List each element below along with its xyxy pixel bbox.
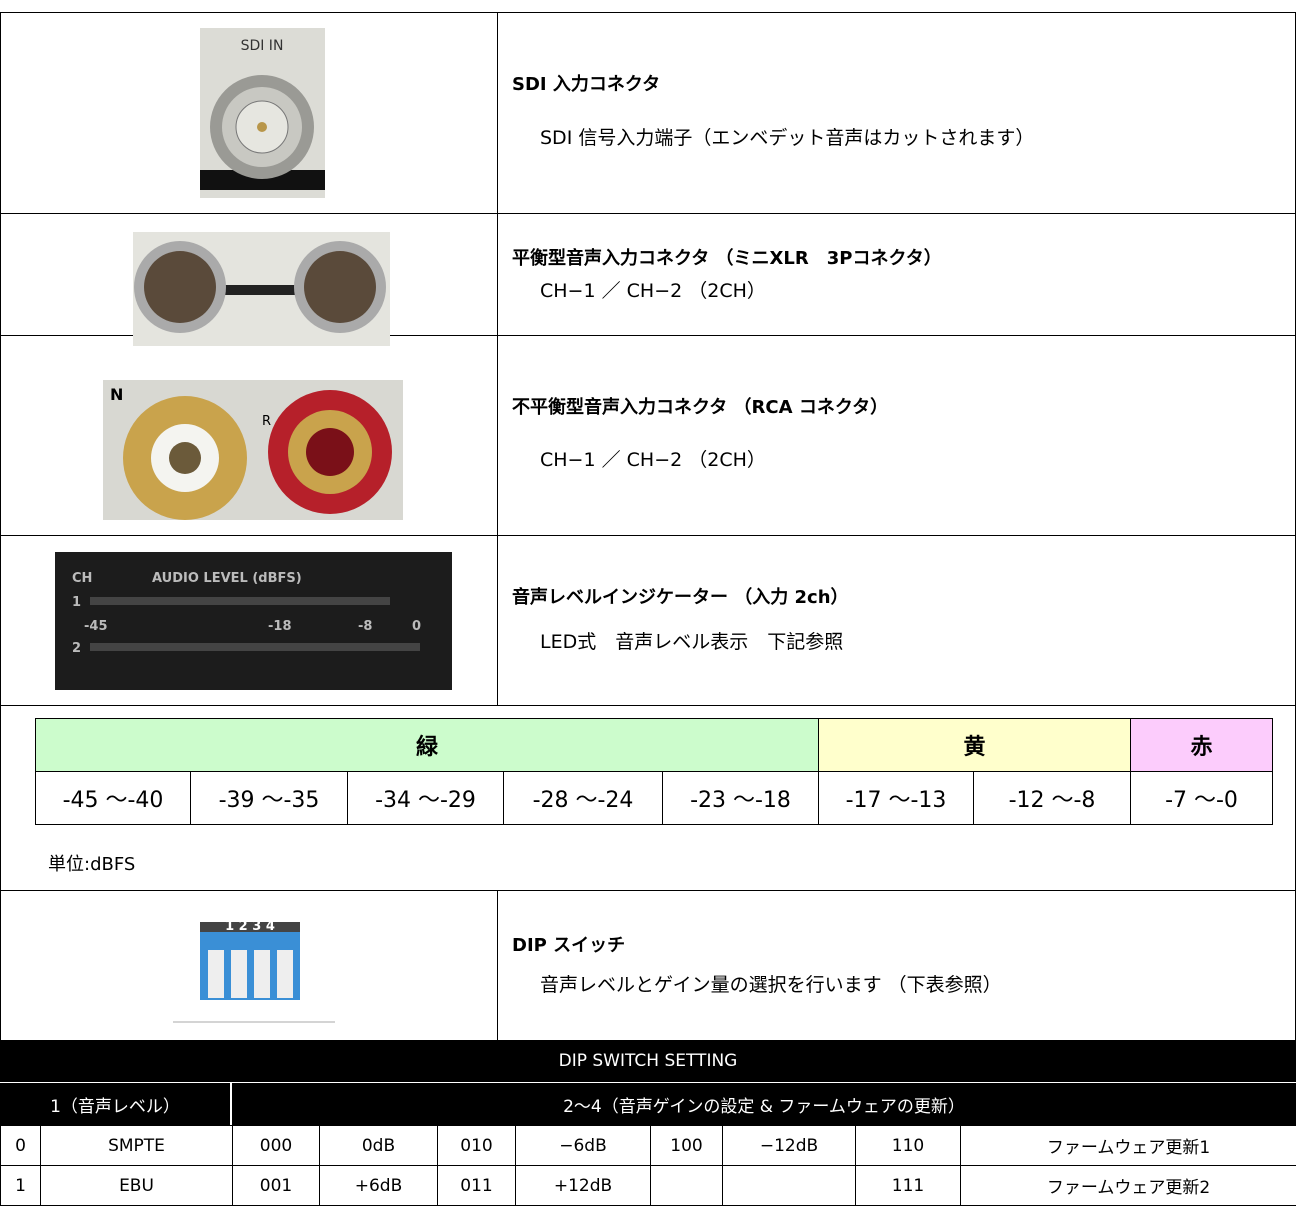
row-title: 音声レベルインジケーター （入力 2ch） [512, 586, 849, 608]
sdi-photo: SDI IN [200, 28, 325, 198]
photo-label: -8 [358, 619, 372, 634]
photo-cell [0, 890, 498, 1041]
level-header: 黄 [818, 718, 1131, 772]
dip-title: DIP SWITCH SETTING [0, 1040, 1296, 1083]
level-header: 緑 [35, 718, 819, 772]
photo-label: SDI IN [241, 38, 284, 54]
photo-label: 0 [412, 619, 421, 634]
photo-label: R [262, 414, 271, 429]
photo-label: 1 [72, 595, 81, 610]
level-range: -7 〜-0 [1130, 771, 1273, 825]
unit-note: 単位:dBFS [48, 854, 136, 875]
dip-header: 2〜4（音声ゲインの設定 & ファームウェアの更新） [232, 1083, 1296, 1125]
photo-label: -18 [268, 619, 292, 634]
level-range: -12 〜-8 [973, 771, 1131, 825]
dip-header: 1（音声レベル） [0, 1083, 232, 1125]
photo-cell [0, 12, 498, 214]
row-title: 不平衡型音声入力コネクタ （RCA コネクタ） [512, 397, 889, 418]
row-description: 音声レベルとゲイン量の選択を行います （下表参照） [540, 974, 1002, 996]
level-photo: CH AUDIO LEVEL (dBFS) 1 2 -45 -18 -8 0 [55, 552, 452, 690]
dip-photo: 1 2 3 4 [173, 919, 335, 1023]
row-description: CH−1 ／ CH−2 （2CH） [540, 280, 766, 303]
dip-cell: 0 [0, 1125, 41, 1166]
photo-label: 2 [72, 641, 81, 656]
photo-label: -45 [84, 619, 108, 634]
row-title: DIP スイッチ [512, 934, 626, 956]
row-title: 平衡型音声入力コネクタ （ミニXLR 3Pコネクタ） [512, 247, 942, 269]
level-header: 赤 [1130, 718, 1273, 772]
row-title: SDI 入力コネクタ [512, 74, 661, 96]
row-description: SDI 信号入力端子（エンベデット音声はカットされます） [540, 126, 1035, 149]
row-description: LED式 音声レベル表示 下記参照 [540, 631, 844, 653]
level-range: -34 〜-29 [347, 771, 504, 825]
photo-label: AUDIO LEVEL (dBFS) [152, 571, 302, 586]
rca-photo: N R [103, 380, 403, 520]
xlr-photo [133, 232, 390, 346]
photo-label: 1 2 3 4 [225, 919, 275, 934]
row-description: CH−1 ／ CH−2 （2CH） [540, 449, 766, 471]
level-range: -17 〜-13 [818, 771, 974, 825]
photo-label: CH [72, 571, 92, 586]
photo-label: N [110, 385, 123, 404]
